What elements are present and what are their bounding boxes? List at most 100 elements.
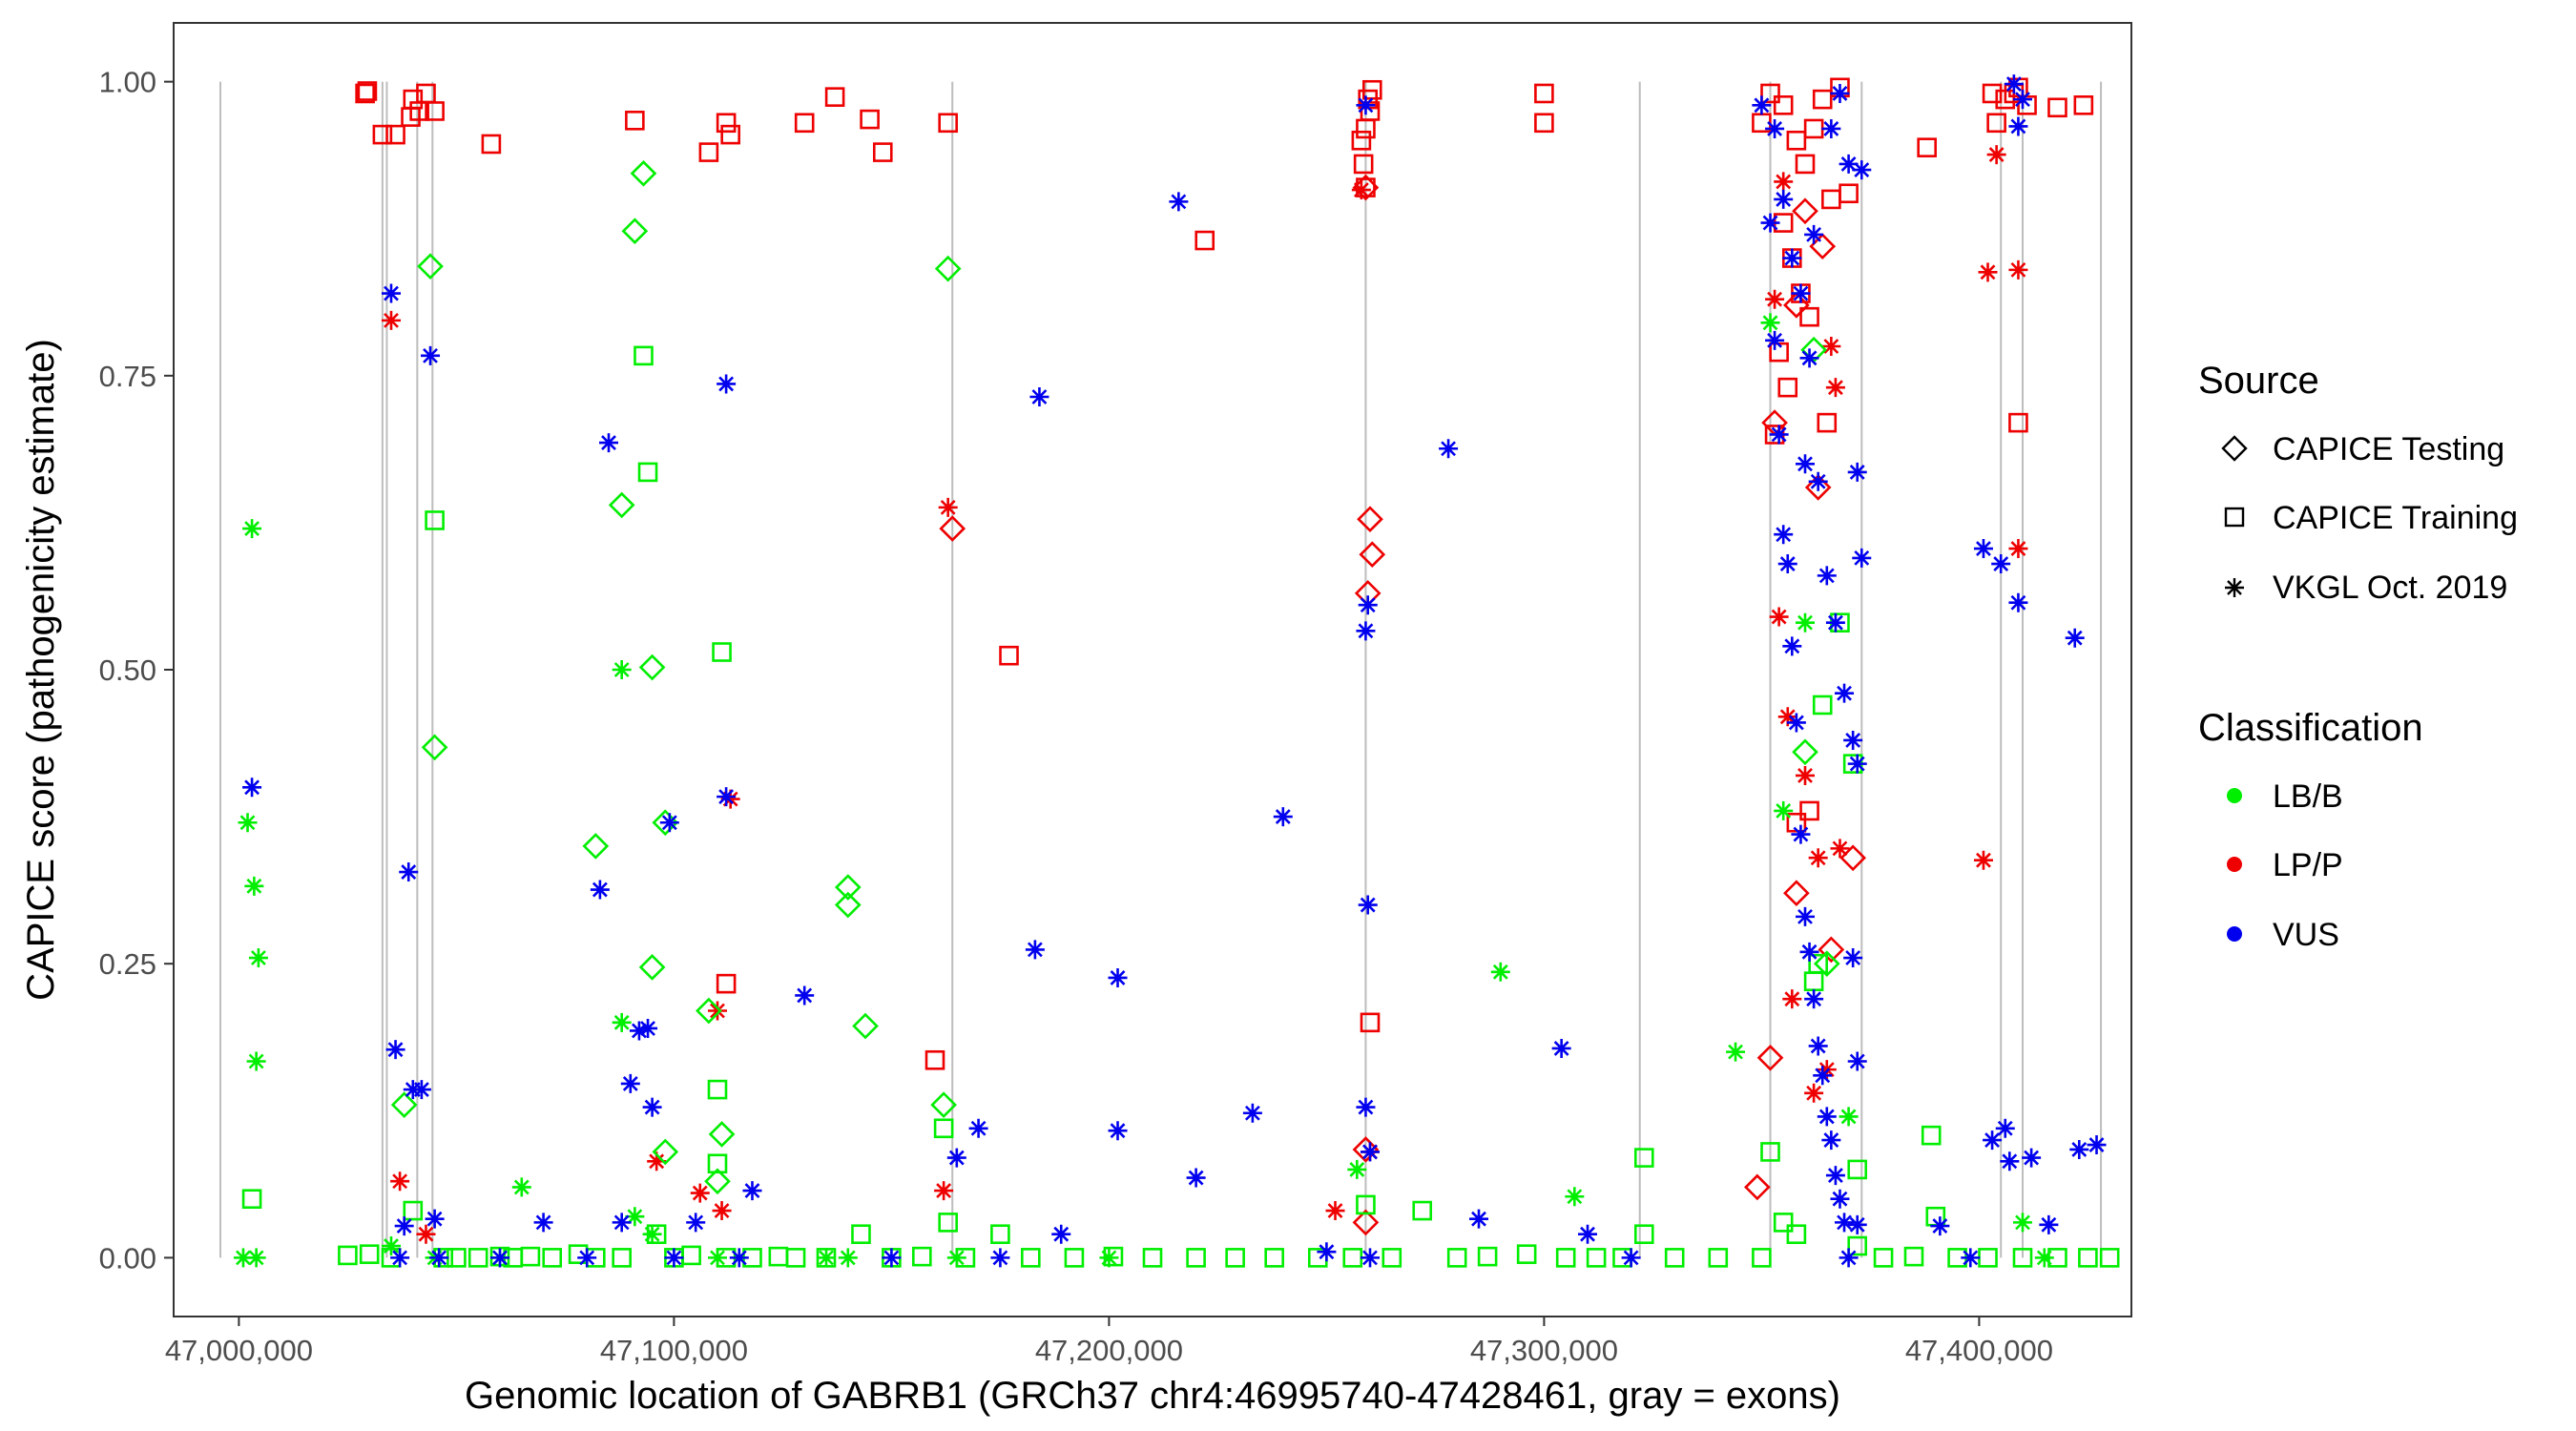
- data-point: [999, 645, 1019, 666]
- square-icon: [2224, 507, 2245, 528]
- data-point: [372, 124, 393, 145]
- data-point: [1264, 1248, 1284, 1268]
- data-point: [838, 1248, 858, 1268]
- data-point: [520, 1246, 541, 1267]
- legend-item-vkgl: VKGL Oct. 2019: [2225, 570, 2507, 606]
- data-point: [1795, 154, 1816, 175]
- data-point: [652, 1138, 679, 1166]
- data-point: [1352, 1209, 1380, 1236]
- data-point: [1108, 967, 1128, 987]
- data-point: [1821, 1130, 1841, 1151]
- data-point: [638, 1018, 658, 1038]
- data-point: [912, 1246, 932, 1267]
- data-point: [1186, 1248, 1206, 1268]
- y-axis: 0.00 0.25 0.50 0.75 1.00: [99, 66, 174, 1275]
- data-point: [1839, 183, 1859, 204]
- legend-item-lpp: LP/P: [2227, 847, 2343, 883]
- data-point: [1799, 306, 1819, 327]
- data-point: [1852, 548, 1872, 568]
- data-point: [1782, 248, 1802, 268]
- data-point: [1633, 1224, 1654, 1245]
- data-point: [1446, 1248, 1467, 1268]
- data-point: [1760, 213, 1780, 233]
- data-point: [421, 734, 448, 761]
- data-point: [1843, 948, 1863, 968]
- data-point: [1356, 177, 1376, 197]
- data-point: [1356, 95, 1376, 115]
- data-point: [1783, 292, 1810, 319]
- data-point: [882, 1248, 902, 1268]
- data-point: [2099, 1248, 2120, 1268]
- legend-label-capice-testing: CAPICE Testing: [2273, 431, 2504, 467]
- data-point: [244, 876, 264, 896]
- data-point: [1351, 180, 1371, 200]
- data-point: [2034, 1248, 2054, 1268]
- data-point: [1796, 454, 1815, 474]
- data-point: [1325, 1201, 1345, 1221]
- data-point: [946, 1148, 966, 1168]
- data-point: [1921, 1125, 1942, 1146]
- data-point: [1847, 1235, 1868, 1256]
- data-point: [708, 1248, 727, 1268]
- data-point: [1796, 612, 1815, 633]
- data-point: [824, 87, 845, 107]
- data-point: [704, 1168, 731, 1195]
- data-point: [1978, 262, 1998, 282]
- data-point: [681, 1245, 701, 1266]
- data-point: [1813, 1066, 1833, 1086]
- data-point: [2008, 259, 2028, 280]
- data-point: [1847, 754, 1867, 774]
- data-point: [1347, 1159, 1367, 1179]
- data-point: [612, 1012, 632, 1032]
- data-point: [1142, 1248, 1163, 1268]
- data-point: [357, 81, 378, 101]
- data-point: [1534, 83, 1554, 104]
- data-point: [1774, 189, 1794, 209]
- y-tick-label: 0.00: [99, 1241, 156, 1275]
- data-point: [1817, 1107, 1837, 1127]
- data-point: [834, 891, 862, 919]
- data-point: [990, 1248, 1010, 1268]
- data-point: [1843, 730, 1863, 750]
- data-point: [467, 1248, 488, 1268]
- data-point: [1830, 1189, 1850, 1209]
- data-point: [938, 1213, 958, 1233]
- data-point: [642, 1224, 662, 1244]
- data-point: [1791, 283, 1811, 303]
- data-point: [720, 789, 740, 809]
- data-point: [630, 159, 657, 187]
- data-point: [2008, 592, 2028, 612]
- data-point: [934, 1181, 954, 1201]
- data-point: [1847, 462, 1867, 482]
- data-point: [1273, 807, 1293, 827]
- data-point: [1361, 1142, 1380, 1162]
- data-point: [638, 653, 666, 681]
- data-point: [1469, 1209, 1488, 1229]
- data-point: [625, 1207, 645, 1227]
- data-point: [1808, 953, 1828, 974]
- data-point: [2022, 1148, 2042, 1168]
- data-point: [1356, 621, 1376, 641]
- data-point: [1830, 839, 1850, 859]
- data-point: [1804, 224, 1824, 244]
- x-axis-label: Genomic location of GABRB1 (GRCh37 chr4:…: [465, 1375, 1840, 1417]
- data-point: [1353, 154, 1374, 175]
- data-point: [1765, 330, 1785, 350]
- data-point: [717, 787, 737, 807]
- data-point: [246, 1248, 266, 1268]
- data-point: [860, 109, 880, 130]
- data-point: [1799, 942, 1819, 962]
- data-point: [817, 1248, 836, 1268]
- data-point: [1317, 1242, 1337, 1262]
- lpp-dot-icon: [2227, 857, 2242, 872]
- data-point: [1847, 1214, 1867, 1234]
- data-point: [1786, 130, 1807, 151]
- data-point: [1381, 1248, 1402, 1268]
- y-tick-label: 0.25: [99, 947, 156, 981]
- x-tick-label: 47,000,000: [165, 1334, 313, 1367]
- data-point: [511, 1177, 531, 1197]
- data-point: [1169, 192, 1189, 212]
- data-point: [1490, 962, 1510, 982]
- data-point: [1817, 566, 1837, 586]
- y-axis-label: CAPICE score (pathogenicity estimate): [20, 339, 62, 1001]
